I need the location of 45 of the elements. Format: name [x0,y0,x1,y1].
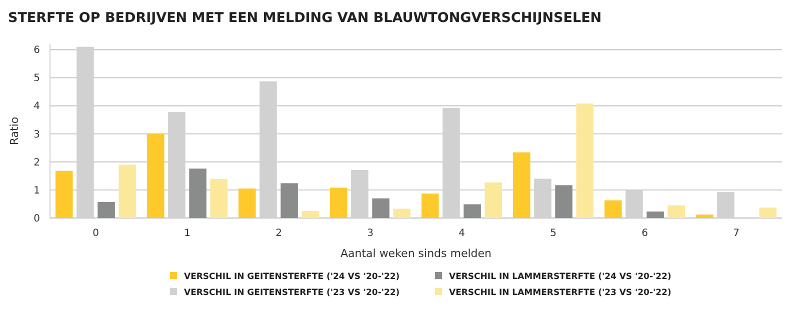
y-axis-title: Ratio [8,116,21,146]
bar [330,188,348,218]
y-tick-label: 5 [34,73,40,84]
x-tick-label: 7 [733,228,740,239]
bar [668,205,686,218]
legend-label: VERSCHIL IN LAMMERSTERFTE ('23 VS '20-'22) [449,288,672,298]
y-tick-label: 3 [34,129,40,140]
bar [421,194,439,218]
bar [372,198,390,218]
bar [555,185,572,218]
y-tick-label: 1 [34,185,40,196]
bar [464,204,481,218]
bar [238,188,256,218]
x-tick-label: 5 [550,228,556,239]
bar [393,208,411,218]
x-tick-label: 6 [642,228,648,239]
bar [146,134,164,218]
x-tick-label: 1 [184,228,190,239]
bar [210,178,228,218]
y-tick-label: 6 [34,45,40,56]
bar [696,214,714,218]
bar [604,200,622,218]
bar [302,210,320,218]
chart-title: STERFTE OP BEDRIJVEN MET EEN MELDING VAN BLAUWTONGVERSCHIJNSELEN [8,10,602,26]
bar [576,103,594,218]
legend-label: VERSCHIL IN GEITENSTERFTE ('24 VS '20-'22) [184,272,400,282]
bar [512,152,530,218]
bar [759,208,777,218]
y-tick-label: 2 [34,157,40,168]
x-axis-title: Aantal weken sinds melden [340,247,492,260]
bar [98,202,115,218]
x-tick-label: 0 [92,228,99,239]
bar [646,212,664,218]
x-tick-label: 2 [276,228,282,239]
bar [118,164,136,218]
y-tick-label: 0 [34,214,40,224]
bar [189,168,206,218]
bar [280,183,298,218]
x-tick-label: 3 [367,228,374,239]
legend-label: VERSCHIL IN GEITENSTERFTE ('23 VS '20-'22) [184,288,400,298]
legend-label: VERSCHIL IN LAMMERSTERFTE ('24 VS '20-'22) [449,272,672,282]
bar [484,182,502,218]
y-tick-label: 4 [34,101,40,112]
bar [55,170,73,218]
x-tick-label: 4 [458,228,465,239]
